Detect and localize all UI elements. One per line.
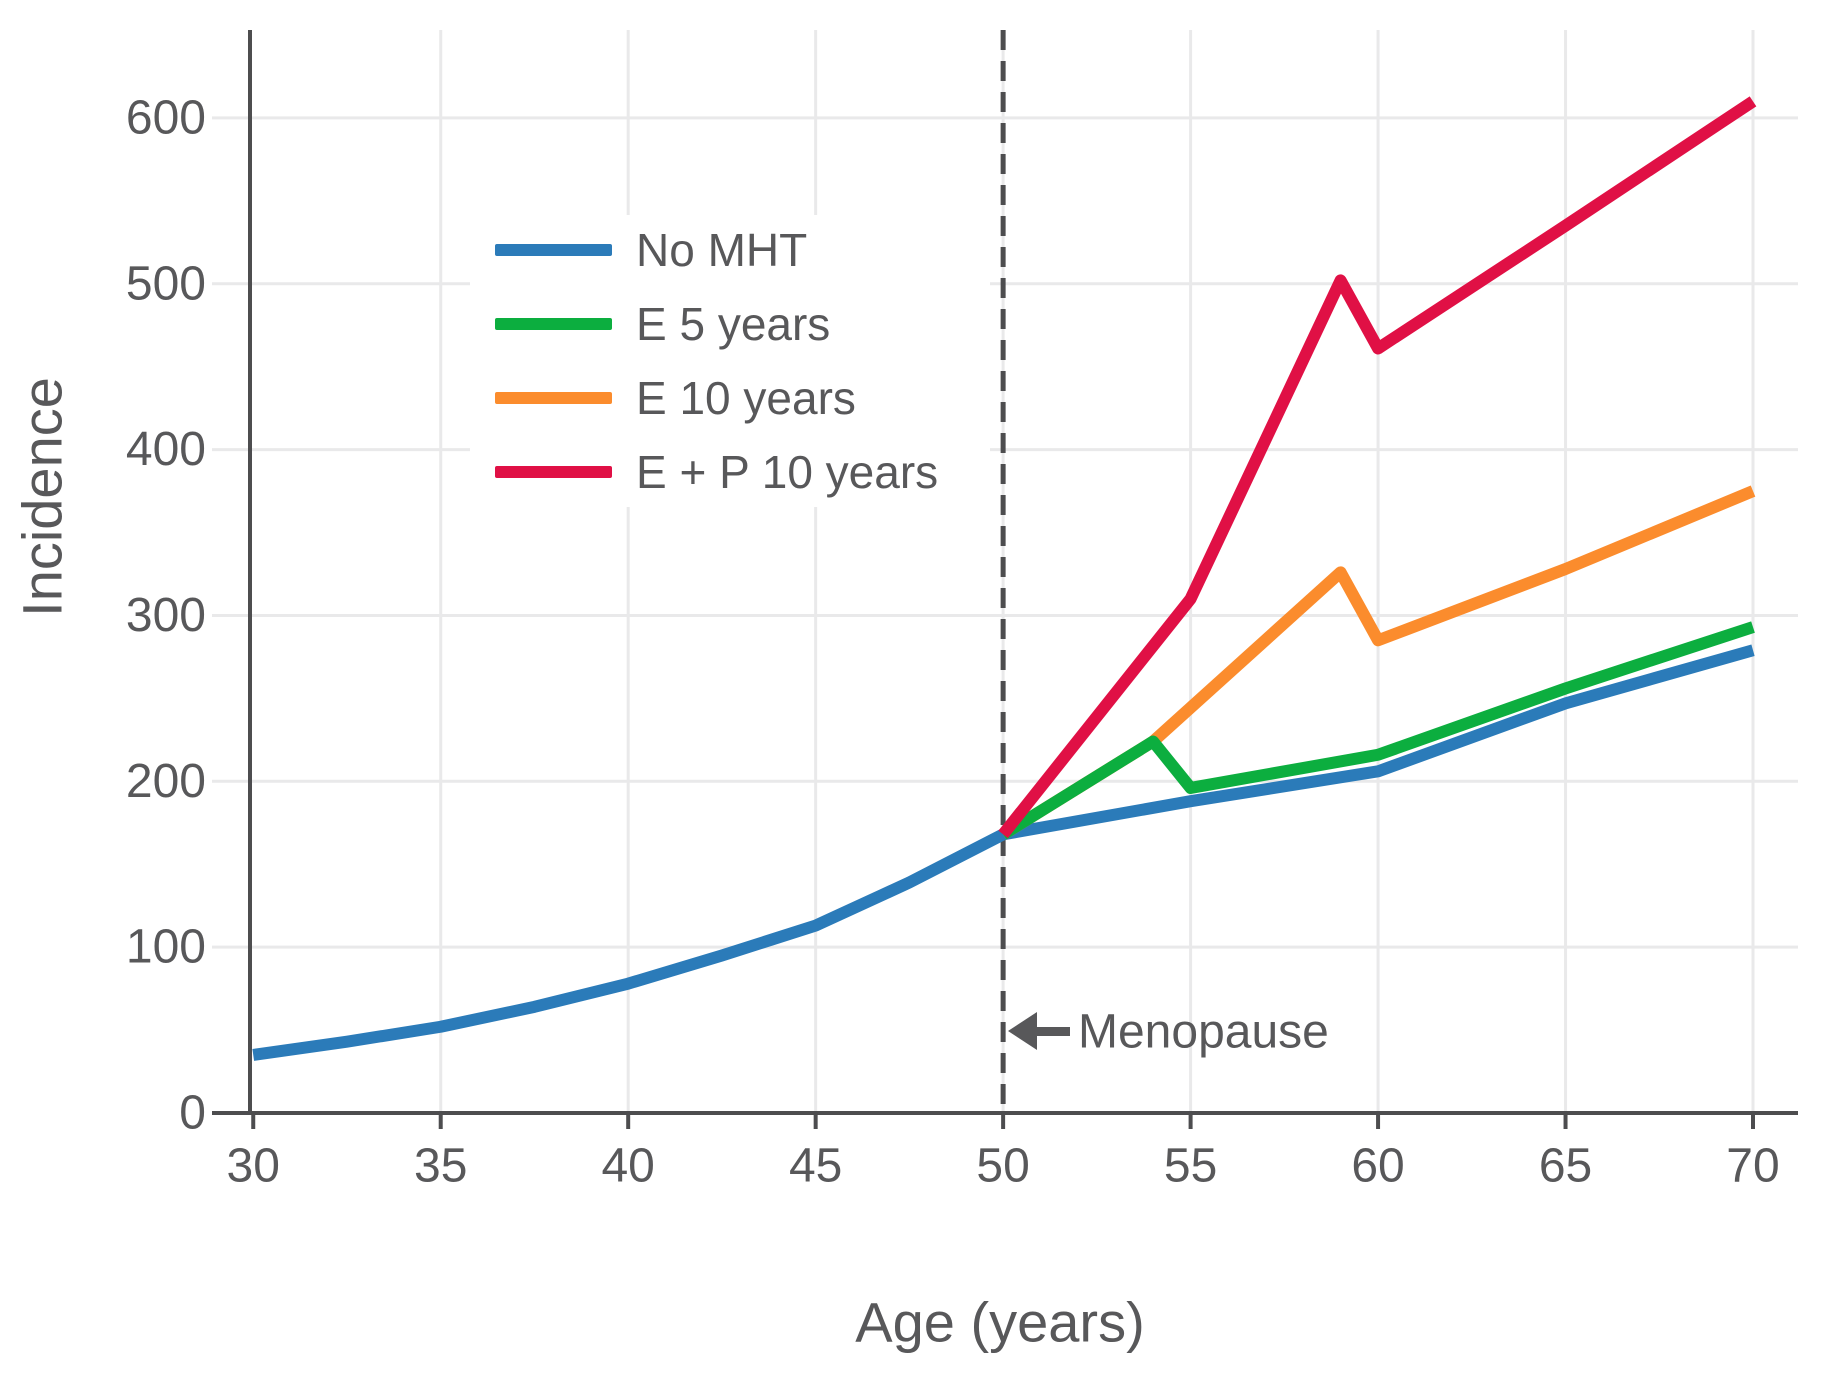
legend: No MHT E 5 years E 10 years E + P 10 yea… — [495, 224, 938, 498]
y-tick-label: 500 — [126, 257, 206, 310]
legend-swatch-e5 — [495, 318, 612, 330]
x-tick-label: 55 — [1164, 1140, 1217, 1193]
legend-label-e10: E 10 years — [636, 372, 856, 424]
x-tick-label: 65 — [1539, 1140, 1592, 1193]
y-tick-label: 100 — [126, 921, 206, 974]
x-tick-label: 70 — [1726, 1140, 1779, 1193]
y-axis-title: Incidence — [11, 377, 74, 617]
x-axis-title: Age (years) — [855, 1291, 1144, 1354]
series-line-no-mht — [252, 644, 1755, 1061]
y-tick-label: 600 — [126, 91, 206, 144]
arrow-shaft — [1034, 1027, 1070, 1036]
legend-label-ep10: E + P 10 years — [636, 446, 938, 498]
legend-label-no-mht: No MHT — [636, 224, 807, 276]
x-tick-label: 35 — [414, 1140, 467, 1193]
series-line-e-5-years — [999, 621, 1755, 840]
y-tick-labels: 0 100 200 300 400 500 600 — [126, 91, 206, 1139]
y-tick-label: 400 — [126, 423, 206, 476]
arrow-left-icon — [1008, 1012, 1037, 1050]
y-tick-label: 300 — [126, 589, 206, 642]
legend-swatch-no-mht — [495, 244, 612, 256]
x-tick-label: 50 — [976, 1140, 1029, 1193]
series-line-e-p-10-years — [998, 96, 1757, 839]
x-tick-labels: 30 35 40 45 50 55 60 65 70 — [227, 1140, 1780, 1193]
series-lines — [252, 96, 1757, 1061]
x-tick-label: 60 — [1351, 1140, 1404, 1193]
x-tick-label: 40 — [601, 1140, 654, 1193]
menopause-annotation: Menopause — [1008, 1006, 1329, 1059]
x-tick-label: 45 — [789, 1140, 842, 1193]
legend-background — [470, 215, 990, 507]
y-tick-label: 200 — [126, 755, 206, 808]
annotation-label: Menopause — [1078, 1006, 1329, 1059]
x-tick-marks — [251, 1113, 1756, 1129]
legend-swatch-ep10 — [495, 466, 612, 478]
legend-swatch-e10 — [495, 392, 612, 404]
y-tick-label: 0 — [179, 1087, 206, 1140]
legend-label-e5: E 5 years — [636, 298, 830, 350]
x-tick-label: 30 — [227, 1140, 280, 1193]
